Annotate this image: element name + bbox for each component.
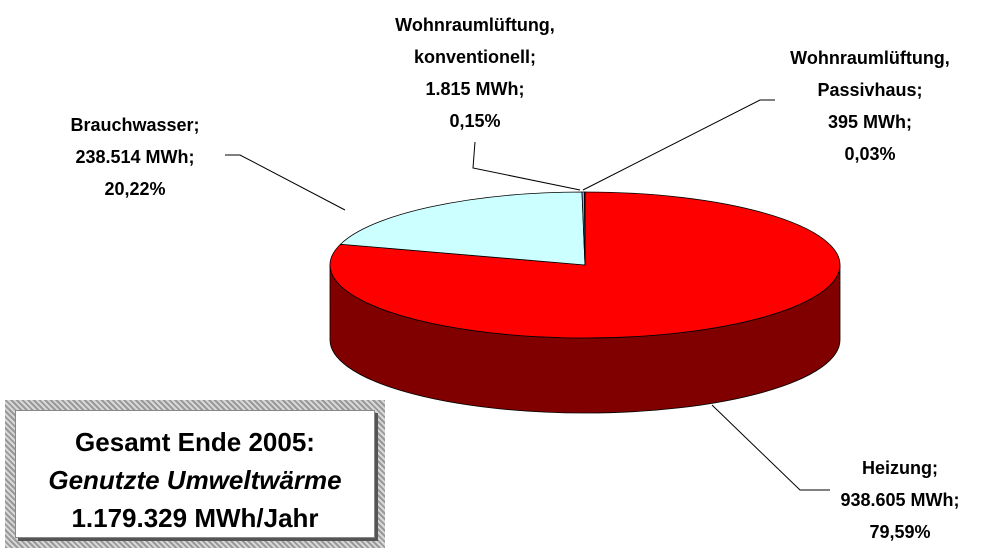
leader-line: [711, 404, 830, 491]
leader-line: [472, 141, 581, 191]
total-value: 1.179.329 MWh/Jahr: [71, 503, 319, 533]
label-category: Wohnraumlüftung, Passivhaus;: [790, 48, 950, 100]
label-category: Brauchwasser;: [70, 115, 200, 135]
label-percentage: 20,22%: [104, 179, 166, 199]
data-label: Wohnraumlüftung, Passivhaus; 395 MWh; 0,03…: [755, 42, 985, 170]
label-percentage: 79,59%: [869, 522, 931, 542]
label-category: Wohnraumlüftung, konventionell;: [395, 15, 555, 67]
pie-slice: [584, 191, 586, 266]
total-box: Gesamt Ende 2005: Genutzte Umweltwärme 1…: [5, 400, 385, 548]
pie-slice: [339, 191, 586, 266]
total-box-inner: Gesamt Ende 2005: Genutzte Umweltwärme 1…: [15, 410, 375, 538]
label-percentage: 0,15%: [449, 111, 501, 131]
total-title: Gesamt Ende 2005:: [75, 427, 315, 457]
total-subtitle: Genutzte Umweltwärme: [48, 465, 342, 495]
pie-tops: [329, 191, 841, 339]
label-category: Heizung;: [862, 458, 938, 478]
label-value: 938.605 MWh;: [840, 490, 960, 510]
leader-line: [225, 154, 346, 211]
leader-lines: [225, 99, 830, 491]
label-value: 1.815 MWh;: [425, 79, 525, 99]
data-label: Wohnraumlüftung, konventionell; 1.815 MWh…: [360, 9, 590, 137]
label-value: 238.514 MWh;: [75, 147, 195, 167]
data-label: Heizung; 938.605 MWh; 79,59%: [785, 452, 995, 548]
label-value: 395 MWh;: [827, 112, 912, 132]
data-label: Brauchwasser; 238.514 MWh; 20,22%: [20, 109, 250, 205]
leader-line: [582, 99, 775, 191]
label-percentage: 0,03%: [844, 144, 896, 164]
